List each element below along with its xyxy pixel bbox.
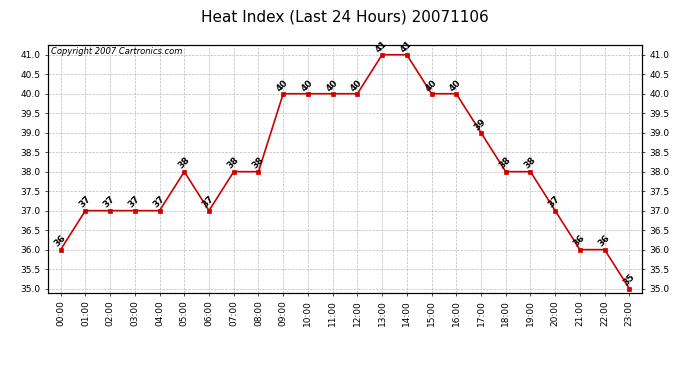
Text: 38: 38 <box>522 156 538 171</box>
Text: 37: 37 <box>201 195 216 210</box>
Text: 38: 38 <box>226 156 241 171</box>
Text: 40: 40 <box>349 78 364 93</box>
Text: 37: 37 <box>151 195 166 210</box>
Text: 38: 38 <box>250 156 266 171</box>
Text: Copyright 2007 Cartronics.com: Copyright 2007 Cartronics.com <box>51 48 183 57</box>
Text: 36: 36 <box>52 234 68 249</box>
Text: 40: 40 <box>299 78 315 93</box>
Text: 36: 36 <box>596 234 611 249</box>
Text: 41: 41 <box>399 39 414 54</box>
Text: 37: 37 <box>547 195 562 210</box>
Text: 40: 40 <box>275 78 290 93</box>
Text: 41: 41 <box>374 39 389 54</box>
Text: 37: 37 <box>126 195 142 210</box>
Text: 37: 37 <box>77 195 92 210</box>
Text: 35: 35 <box>621 273 636 288</box>
Text: 38: 38 <box>497 156 513 171</box>
Text: 40: 40 <box>324 78 339 93</box>
Text: 40: 40 <box>448 78 463 93</box>
Text: 38: 38 <box>176 156 191 171</box>
Text: 37: 37 <box>102 195 117 210</box>
Text: 36: 36 <box>571 234 586 249</box>
Text: 39: 39 <box>473 117 488 132</box>
Text: Heat Index (Last 24 Hours) 20071106: Heat Index (Last 24 Hours) 20071106 <box>201 9 489 24</box>
Text: 40: 40 <box>423 78 438 93</box>
